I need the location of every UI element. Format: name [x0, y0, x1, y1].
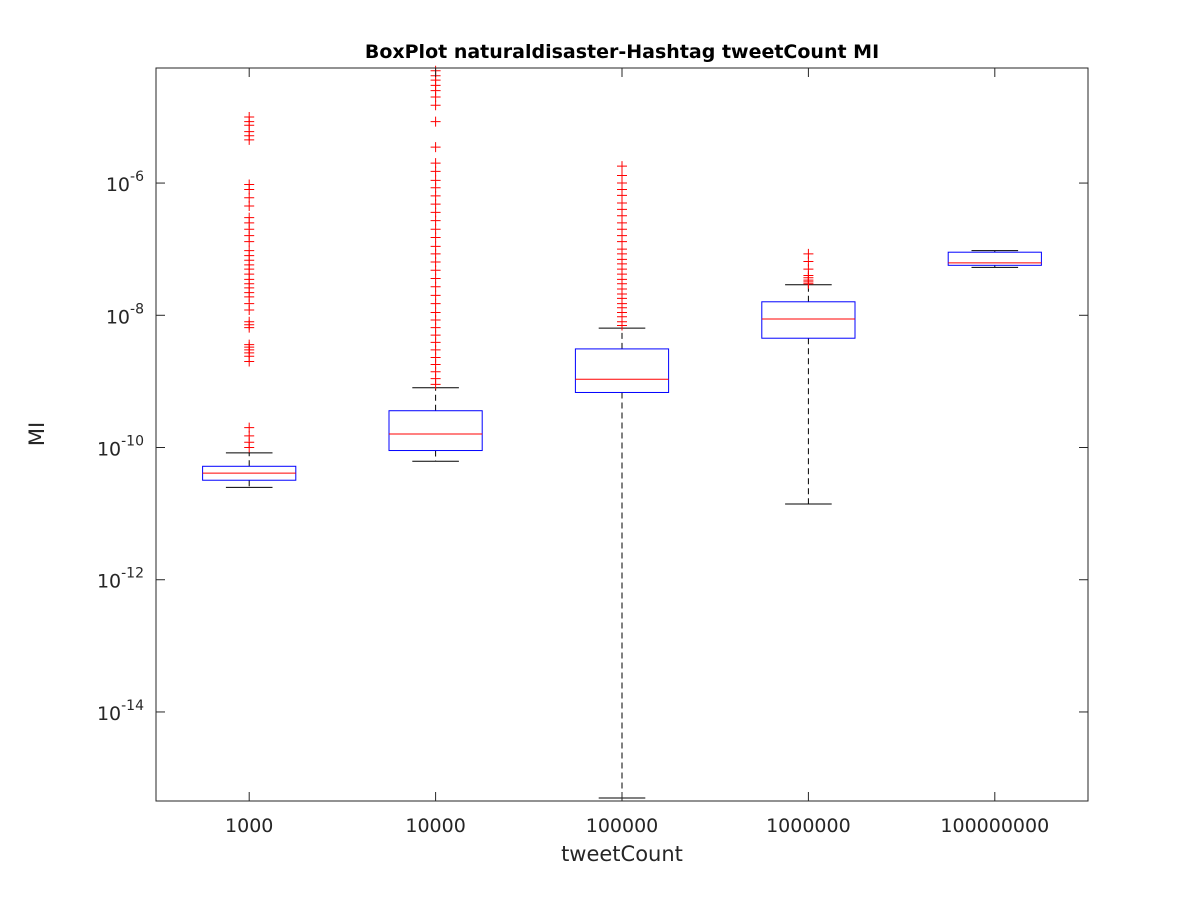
outlier-marker	[430, 175, 441, 186]
outlier-marker	[430, 158, 441, 169]
outlier-marker	[244, 179, 255, 190]
y-tick-label: 10-6	[106, 169, 144, 196]
outlier-marker	[244, 245, 255, 256]
outlier-marker	[430, 224, 441, 235]
outlier-marker	[430, 290, 441, 301]
outlier-marker	[244, 316, 255, 327]
outlier-marker	[617, 161, 627, 172]
y-tick-label: 10-10	[97, 434, 144, 461]
x-axis: 1000 10000 100000 1000000 100000000	[225, 68, 1049, 837]
outlier-marker	[430, 142, 441, 153]
box-group-100000	[574, 327, 670, 799]
x-axis-label: tweetCount	[561, 842, 683, 866]
x-tick-label: 100000000	[940, 815, 1049, 837]
outlier-marker	[244, 111, 255, 122]
outliers-layer	[244, 65, 814, 453]
outlier-marker	[430, 307, 441, 318]
y-tick-label: 10-8	[106, 301, 144, 328]
x-tick-label: 100000	[586, 815, 659, 837]
outlier-marker	[617, 170, 627, 181]
iqr-box	[947, 251, 1042, 266]
y-tick-label: 10-12	[97, 566, 144, 593]
iqr-box	[761, 301, 856, 339]
x-tick-label: 1000	[225, 815, 273, 837]
iqr-box	[388, 410, 483, 452]
x-tick-label: 10000	[405, 815, 465, 837]
outlier-marker	[430, 241, 441, 252]
y-axis: 10-14 10-12 10-10 10-8 10-6	[97, 169, 1088, 725]
outlier-marker	[244, 212, 255, 223]
boxes-layer	[202, 250, 1042, 799]
outlier-marker	[244, 422, 255, 433]
outlier-marker	[803, 248, 814, 259]
y-tick-label: 10-14	[97, 698, 144, 725]
box-group-100000000	[947, 250, 1042, 268]
x-tick-label: 1000000	[766, 815, 851, 837]
outlier-marker	[244, 339, 255, 350]
box-group-1000	[202, 452, 297, 488]
iqr-box	[574, 348, 670, 393]
outlier-marker	[430, 116, 441, 127]
box-group-1000000	[761, 284, 856, 505]
chart-title: BoxPlot naturaldisaster-Hashtag tweetCou…	[365, 41, 879, 63]
box-group-10000	[388, 387, 483, 462]
y-axis-label: MI	[25, 422, 49, 446]
